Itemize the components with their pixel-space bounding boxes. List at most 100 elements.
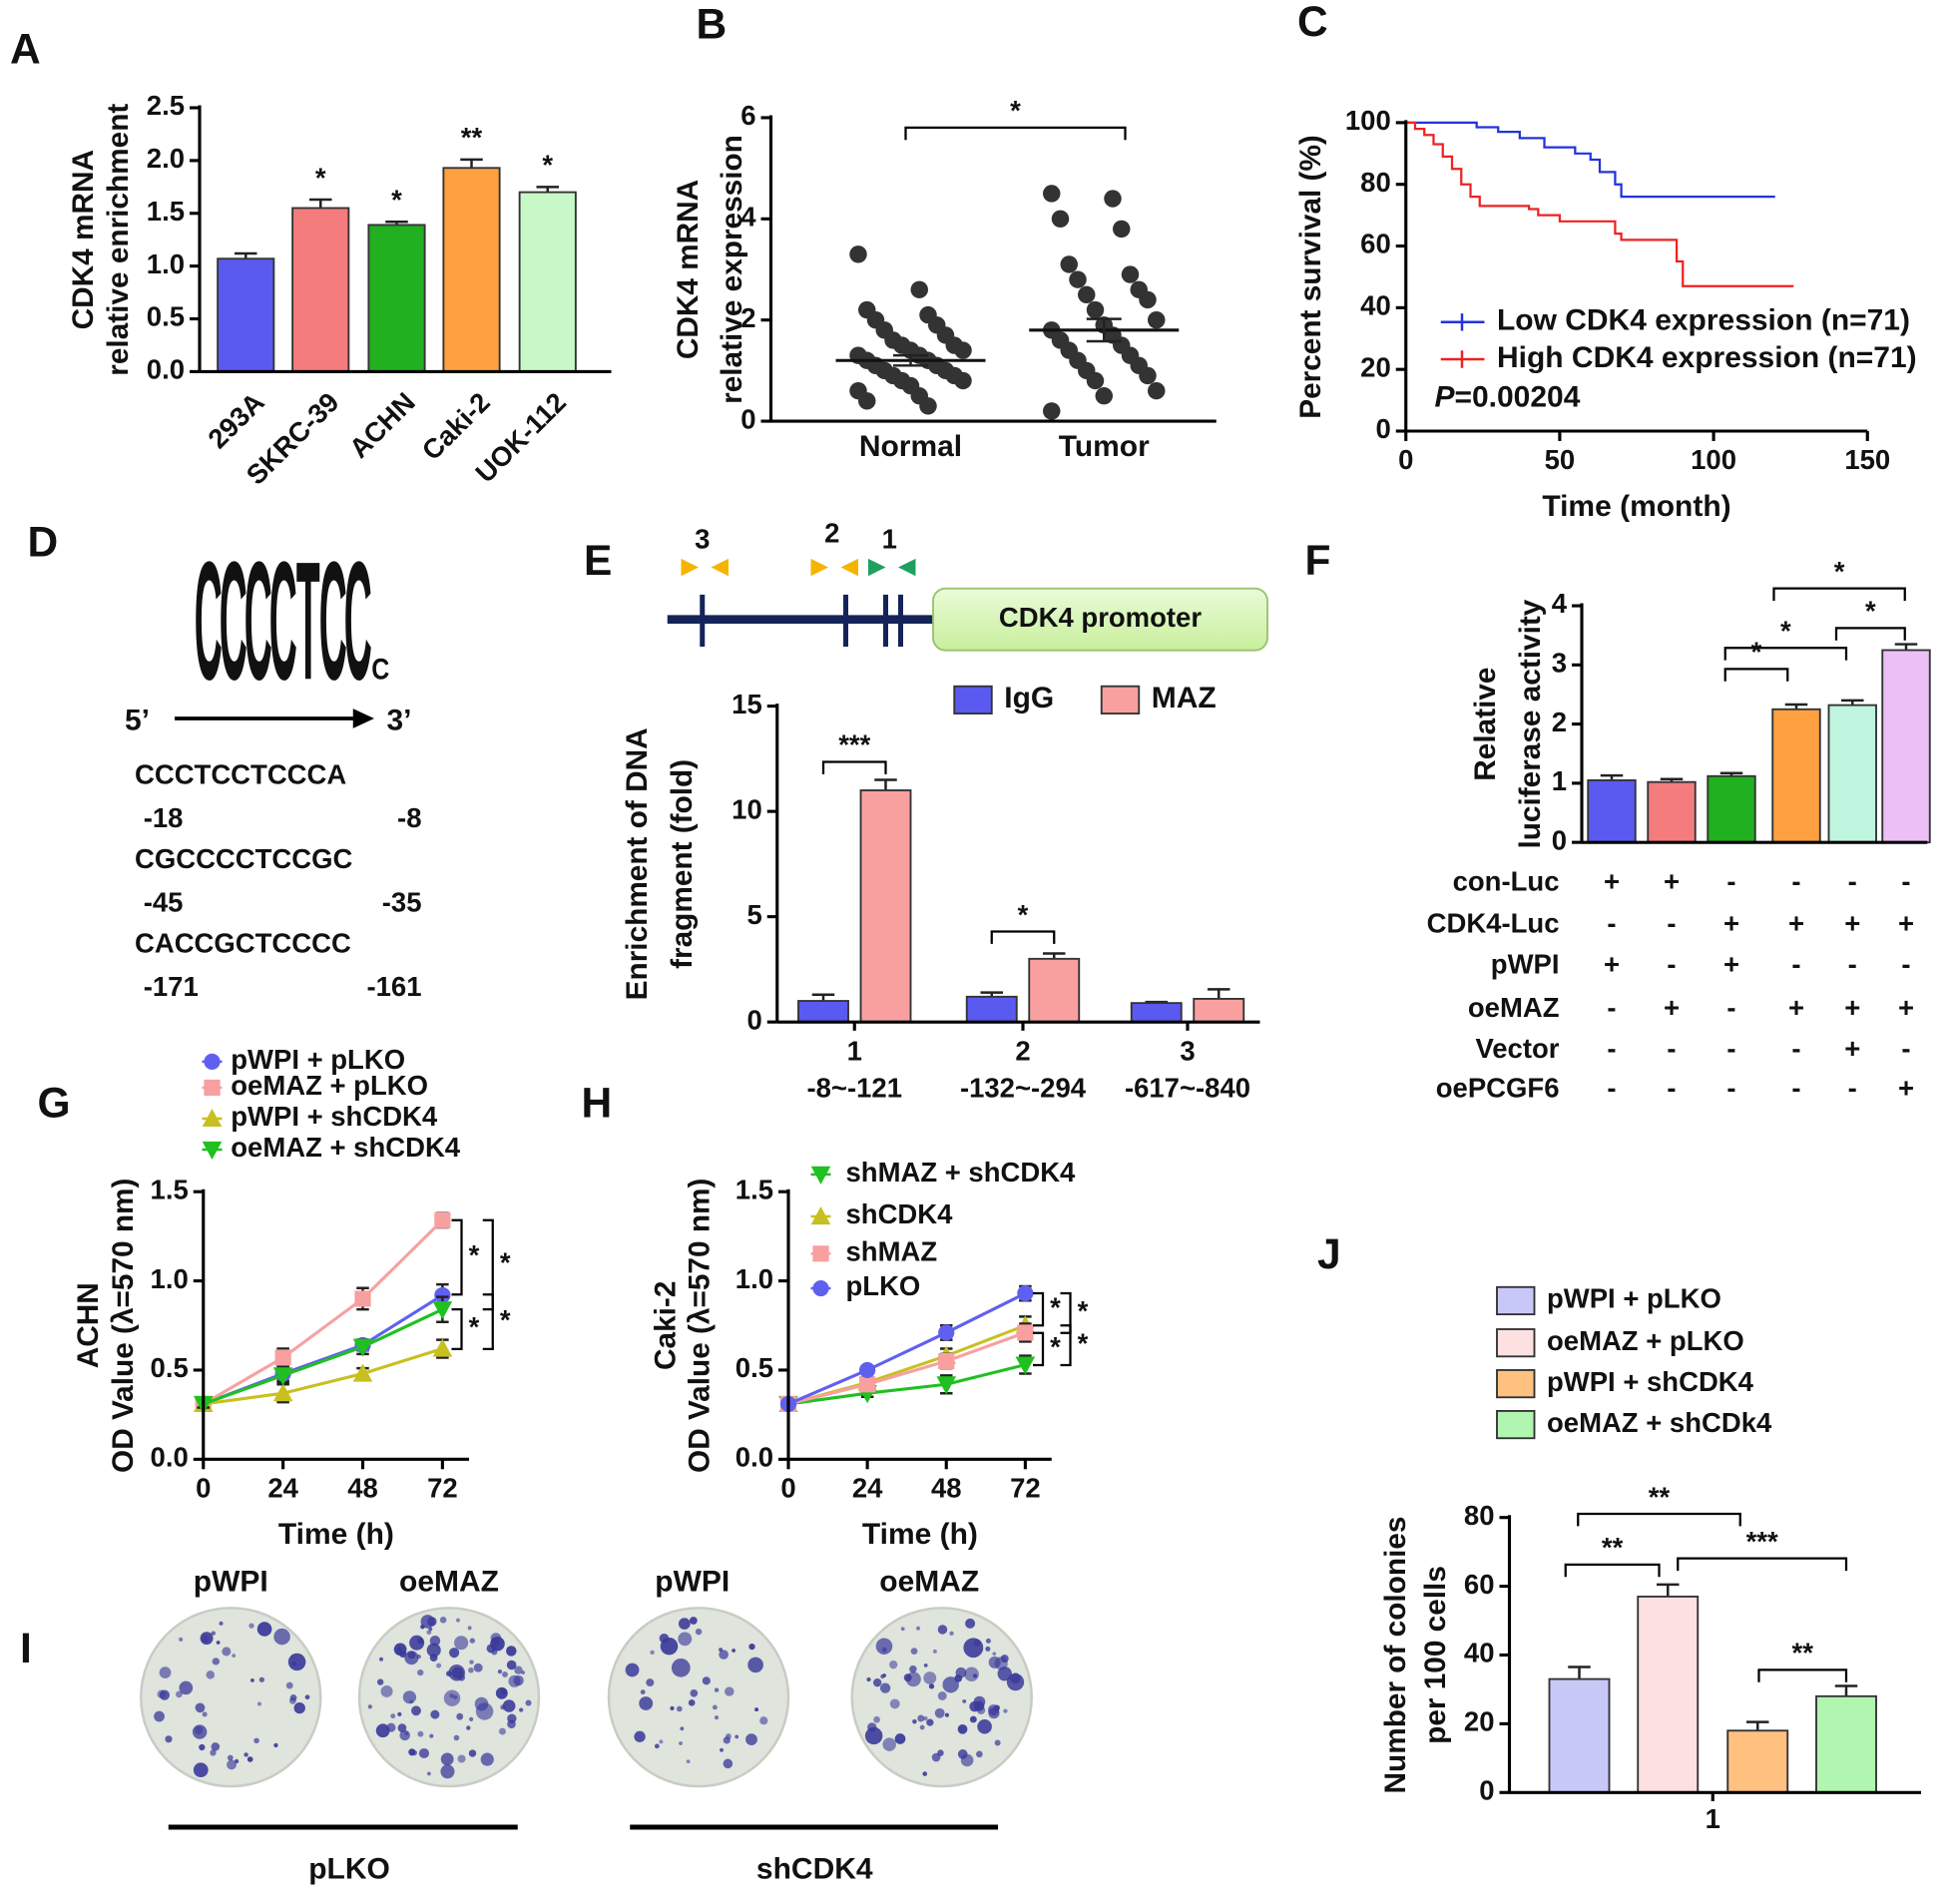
table-cell: -	[1791, 1033, 1800, 1064]
colony	[500, 1687, 508, 1695]
significance-label: **	[1792, 1638, 1814, 1668]
marker	[938, 1324, 955, 1341]
colony	[216, 1641, 221, 1645]
y-tick-label: 1	[1552, 765, 1567, 796]
colony	[506, 1660, 517, 1670]
site-from: -18	[144, 802, 184, 833]
site-number: 3	[695, 524, 710, 555]
colony	[949, 1631, 954, 1636]
colony	[502, 1699, 516, 1712]
colony	[440, 1764, 455, 1779]
primer-arrow	[810, 558, 828, 577]
colony	[689, 1617, 698, 1625]
y-tick-label: 0	[740, 403, 755, 434]
colony	[430, 1709, 440, 1719]
y-tick-label: 80	[1360, 167, 1391, 198]
data-point	[954, 371, 972, 390]
significance-bracket	[482, 1293, 494, 1350]
significance-label: *	[1780, 616, 1791, 647]
colony	[965, 1618, 976, 1629]
marker	[352, 1338, 373, 1357]
significance-bracket	[451, 1308, 463, 1350]
well-label: oeMAZ	[879, 1565, 979, 1598]
legend-label: pWPI + shCDK4	[1547, 1366, 1754, 1397]
colony	[900, 1627, 905, 1632]
colony	[937, 1749, 944, 1756]
table-cell: +	[1664, 865, 1680, 896]
legend-label: MAZ	[1152, 682, 1217, 714]
site-to: -35	[382, 887, 422, 918]
row-label: oeMAZ	[1468, 992, 1560, 1023]
colony	[474, 1696, 489, 1711]
site-to: -8	[397, 802, 421, 833]
culture-well	[140, 1607, 322, 1788]
data-point	[1148, 311, 1166, 329]
y-tick-label: 0	[1375, 413, 1390, 444]
y-tick-label: 40	[1464, 1638, 1495, 1668]
y-tick-label: 2	[740, 302, 755, 333]
colony	[443, 1689, 461, 1706]
error-bar	[874, 778, 897, 790]
colony	[480, 1752, 494, 1766]
table-cell: +	[1604, 949, 1620, 980]
error-bar	[893, 353, 928, 367]
marker	[434, 1211, 451, 1228]
significance-bracket	[1772, 587, 1906, 602]
colony	[468, 1666, 474, 1673]
y-tick-label: 20	[1360, 351, 1391, 382]
bar	[1647, 780, 1697, 844]
colony	[715, 1715, 720, 1720]
colony	[439, 1616, 447, 1624]
x-axis-label: Time (h)	[278, 1518, 394, 1551]
logo-letter: T	[296, 526, 320, 714]
table-cell: +	[1898, 992, 1914, 1023]
colony	[417, 1668, 424, 1676]
colony	[519, 1707, 524, 1712]
bar	[1707, 774, 1756, 844]
table-cell: -	[1726, 1073, 1735, 1104]
colony	[457, 1754, 466, 1763]
y-tick-label: 100	[1345, 105, 1391, 136]
promoter-label: CDK4 promoter	[999, 602, 1202, 633]
marker	[1017, 1285, 1034, 1302]
x-tick-label: 72	[427, 1473, 458, 1504]
x-tick-label: 2	[1015, 1035, 1030, 1066]
logo-letter: C	[244, 526, 272, 714]
colony	[210, 1749, 217, 1756]
survival-curve	[1405, 121, 1794, 287]
colony	[234, 1758, 240, 1764]
colony	[293, 1701, 305, 1714]
legend-label: pLKO	[846, 1270, 921, 1301]
x-axis-label: Time (month)	[1542, 490, 1730, 523]
site-sequence: CCCTCCTCCCA	[135, 759, 346, 790]
bar	[291, 207, 350, 373]
colony	[944, 1712, 950, 1717]
data-point	[1148, 381, 1166, 400]
significance-label: *	[315, 162, 326, 193]
colony	[248, 1623, 254, 1629]
colony	[458, 1673, 466, 1681]
colony	[676, 1705, 683, 1712]
panel-letter: H	[582, 1080, 613, 1127]
colony	[287, 1653, 306, 1671]
colony	[889, 1698, 900, 1709]
colony	[922, 1771, 928, 1776]
error-bar	[309, 198, 332, 209]
colony	[257, 1701, 261, 1706]
colony	[964, 1666, 979, 1681]
table-cell: -	[1667, 1073, 1676, 1104]
legend-swatch	[1496, 1369, 1536, 1399]
colony	[420, 1615, 435, 1629]
panel-letter: F	[1305, 537, 1331, 584]
legend-swatch	[1440, 313, 1485, 331]
table-cell: +	[1844, 992, 1860, 1023]
series-line	[787, 1330, 1026, 1406]
y-tick-label: 2.0	[147, 143, 185, 174]
panel-letter: I	[20, 1625, 32, 1671]
colony	[497, 1669, 503, 1674]
legend-swatch	[1440, 350, 1485, 368]
x-tick-label: 50	[1545, 444, 1576, 475]
colony	[469, 1638, 476, 1644]
colony	[507, 1719, 516, 1729]
colony	[695, 1628, 703, 1636]
